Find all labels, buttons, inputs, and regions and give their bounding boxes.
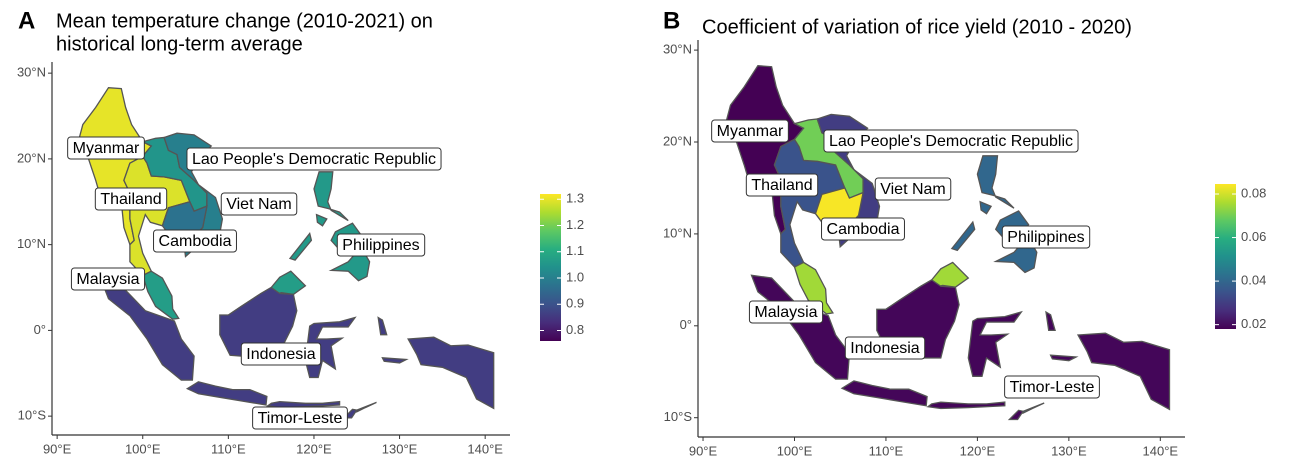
y-tick-label: 0°	[34, 322, 46, 337]
y-tick-label: 10°N	[17, 236, 46, 251]
label-box	[874, 177, 952, 201]
country-label: Timor-Leste	[1004, 375, 1100, 399]
country-name: Malaysia	[76, 271, 139, 288]
colorbar-label: 1.3	[566, 191, 584, 206]
y-tick-label: 20°N	[663, 133, 692, 148]
country-name: Thailand	[751, 177, 812, 194]
label-box	[153, 229, 237, 253]
x-tick-label: 100°E	[125, 441, 161, 456]
colorbar-label: 1.2	[566, 217, 584, 232]
panel-title: Coefficient of variation of rice yield (…	[702, 16, 1132, 38]
label-box	[821, 217, 905, 241]
colorbar-label: 0.06	[1241, 229, 1266, 244]
panel-title: Mean temperature change (2010-2021) on	[56, 10, 433, 32]
label-box	[823, 129, 1079, 153]
x-tick-label: 130°E	[1051, 443, 1087, 458]
country-name: Timor-Leste	[258, 410, 343, 427]
country-name: Viet Nam	[880, 181, 946, 198]
label-box	[220, 192, 298, 216]
colorbar-label: 1.1	[566, 243, 584, 258]
y-tick-label: 10°S	[18, 408, 47, 423]
colorbar-label: 1.0	[566, 269, 584, 284]
panel-title: historical long-term average	[56, 33, 303, 55]
country-label: Philippines	[1001, 225, 1091, 249]
country-name: Myanmar	[73, 140, 140, 157]
country	[950, 155, 1038, 274]
country-name: Cambodia	[827, 221, 900, 238]
country-name: Malaysia	[754, 304, 817, 321]
country-label: Philippines	[336, 233, 426, 257]
x-tick-label: 110°E	[211, 441, 246, 456]
y-tick-label: 30°N	[17, 65, 46, 80]
country	[356, 401, 377, 413]
country-name: Lao People's Democratic Republic	[829, 133, 1073, 150]
country-label: Myanmar	[67, 136, 145, 160]
country-name: Philippines	[342, 237, 419, 254]
x-tick-label: 90°E	[43, 441, 72, 456]
country-label: Thailand	[94, 187, 168, 211]
x-tick-label: 140°E	[467, 441, 503, 456]
panel-letter: A	[18, 7, 35, 34]
label-box	[1001, 225, 1091, 249]
colorbar	[1215, 184, 1236, 329]
country-name: Timor-Leste	[1010, 379, 1095, 396]
label-box	[745, 173, 819, 197]
x-tick-label: 100°E	[777, 443, 813, 458]
country-label: Myanmar	[711, 119, 789, 143]
y-tick-label: 10°N	[663, 225, 692, 240]
label-box	[252, 406, 348, 430]
country-label: Timor-Leste	[252, 406, 348, 430]
country-name: Lao People's Democratic Republic	[192, 151, 436, 168]
y-tick-label: 0°	[680, 317, 692, 332]
country-label: Thailand	[745, 173, 819, 197]
colorbar-label: 0.9	[566, 296, 584, 311]
country-label: Cambodia	[821, 217, 905, 241]
label-box	[70, 267, 146, 291]
colorbar-label: 0.04	[1241, 273, 1266, 288]
country-name: Thailand	[100, 191, 161, 208]
y-tick-label: 10°S	[664, 409, 693, 424]
colorbar-label: 0.8	[566, 322, 584, 337]
country-label: Lao People's Democratic Republic	[186, 147, 442, 171]
y-tick-label: 20°N	[17, 150, 46, 165]
country-label: Malaysia	[748, 300, 824, 324]
label-box	[67, 136, 145, 160]
country-label: Malaysia	[70, 267, 146, 291]
label-box	[94, 187, 168, 211]
country-label: Viet Nam	[874, 177, 952, 201]
colorbar	[540, 194, 561, 341]
label-box	[186, 147, 442, 171]
country-label: Lao People's Democratic Republic	[823, 129, 1079, 153]
panel-letter: B	[663, 7, 680, 34]
country	[1022, 402, 1045, 415]
country-label: Cambodia	[153, 229, 237, 253]
x-tick-label: 90°E	[689, 443, 718, 458]
label-box	[336, 233, 426, 257]
label-box	[711, 119, 789, 143]
x-tick-label: 110°E	[869, 443, 904, 458]
country-label: Indonesia	[844, 336, 926, 360]
label-box	[844, 336, 926, 360]
label-box	[240, 342, 322, 366]
x-tick-label: 130°E	[382, 441, 418, 456]
country-name: Indonesia	[850, 340, 919, 357]
y-tick-label: 30°N	[663, 42, 692, 57]
label-box	[1004, 375, 1100, 399]
colorbar-label: 0.08	[1241, 185, 1266, 200]
x-tick-label: 120°E	[960, 443, 996, 458]
x-tick-label: 140°E	[1143, 443, 1179, 458]
country-name: Viet Nam	[226, 196, 292, 213]
country-name: Indonesia	[246, 346, 315, 363]
country-name: Philippines	[1007, 229, 1084, 246]
country-name: Myanmar	[717, 123, 784, 140]
colorbar-label: 0.02	[1241, 316, 1266, 331]
country-label: Viet Nam	[220, 192, 298, 216]
country-label: Indonesia	[240, 342, 322, 366]
country	[288, 171, 371, 282]
label-box	[748, 300, 824, 324]
x-tick-label: 120°E	[296, 441, 332, 456]
country-name: Cambodia	[159, 233, 232, 250]
